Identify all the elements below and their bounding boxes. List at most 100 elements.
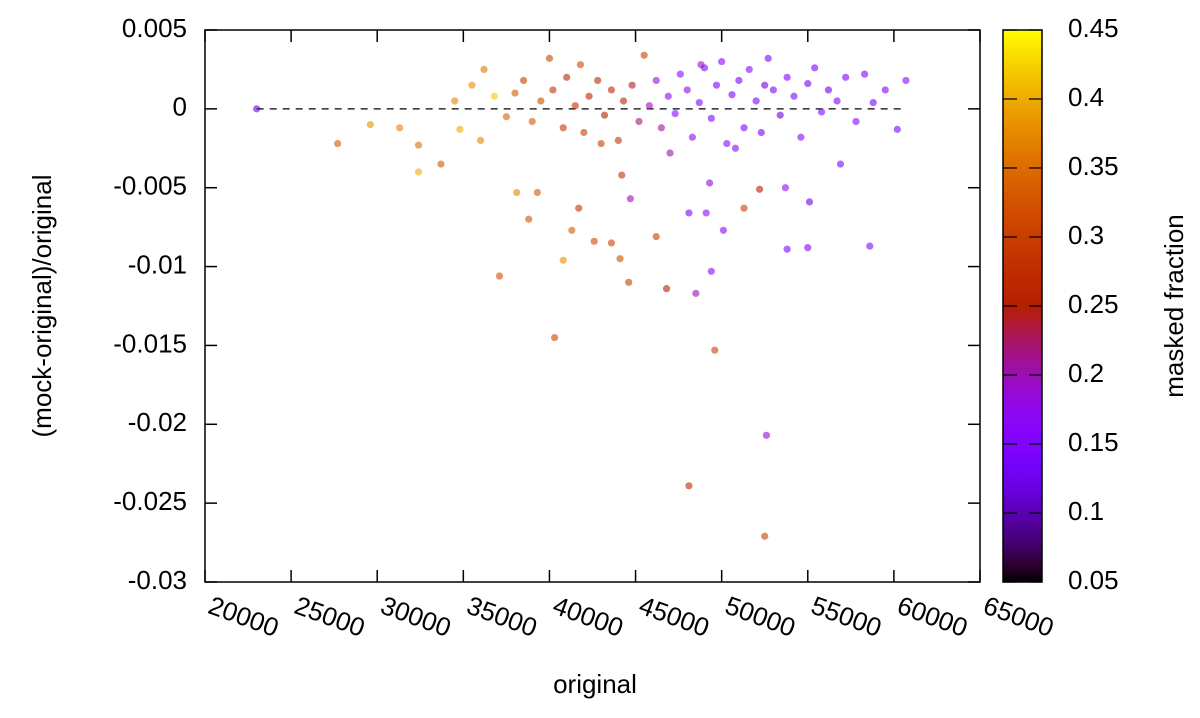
point	[688, 133, 696, 141]
point	[745, 65, 753, 74]
point	[625, 278, 633, 286]
point	[881, 86, 889, 94]
x-tick-label: 65000	[980, 590, 1058, 643]
point	[731, 144, 740, 152]
point	[559, 124, 567, 132]
point	[533, 188, 541, 197]
point	[334, 139, 342, 148]
point	[740, 124, 748, 132]
point	[723, 139, 731, 148]
colorbar-tick-label: 0.2	[1068, 358, 1104, 388]
point	[528, 117, 536, 126]
point	[626, 195, 634, 203]
point	[676, 70, 684, 78]
point	[590, 237, 598, 245]
point	[414, 168, 423, 176]
point	[628, 81, 636, 89]
point	[776, 111, 784, 119]
y-tick-label: -0.025	[113, 486, 187, 516]
point	[712, 81, 721, 89]
point	[769, 86, 777, 94]
x-tick-label: 60000	[893, 590, 971, 643]
point	[817, 108, 826, 116]
point	[657, 124, 665, 132]
y-tick-label: -0.015	[113, 328, 187, 358]
colorbar-tick-label: 0.1	[1068, 496, 1104, 526]
point	[580, 128, 588, 137]
y-tick-label: 0.005	[122, 13, 187, 43]
point	[852, 117, 860, 126]
point	[761, 532, 769, 540]
colorbar-label: masked fraction	[1159, 214, 1189, 398]
point	[551, 333, 559, 342]
point	[711, 346, 719, 354]
point	[576, 61, 585, 69]
x-tick-label: 35000	[463, 590, 541, 643]
point	[597, 139, 605, 148]
point	[511, 89, 519, 97]
point	[752, 97, 760, 105]
colorbar-tick-label: 0.4	[1068, 82, 1104, 112]
point	[707, 114, 715, 122]
point	[575, 204, 583, 212]
colorbar-tick-label: 0.3	[1068, 220, 1104, 250]
point	[396, 124, 404, 132]
point	[685, 482, 693, 490]
point	[525, 215, 533, 223]
point	[683, 86, 691, 94]
point	[869, 98, 877, 107]
point	[607, 86, 616, 94]
point	[549, 86, 557, 94]
point	[559, 256, 567, 264]
point	[804, 244, 812, 252]
point	[781, 184, 789, 192]
point	[664, 92, 672, 100]
x-tick-label: 50000	[721, 590, 799, 643]
point	[571, 102, 579, 110]
point	[537, 97, 545, 105]
point	[600, 111, 609, 119]
point	[645, 102, 653, 110]
point	[437, 160, 445, 168]
point	[614, 136, 622, 144]
point	[563, 73, 571, 81]
point	[695, 98, 703, 107]
point	[451, 97, 459, 105]
y-tick-label: 0	[173, 92, 187, 122]
point	[824, 86, 833, 94]
point	[757, 128, 765, 137]
point	[783, 73, 791, 81]
point	[545, 54, 554, 62]
point	[833, 97, 841, 105]
x-tick-label: 55000	[807, 590, 885, 643]
point	[480, 65, 488, 74]
point	[414, 141, 423, 149]
point	[618, 171, 626, 179]
point	[797, 133, 805, 141]
point	[490, 92, 498, 100]
x-tick-label: 45000	[635, 590, 713, 643]
point	[666, 149, 674, 157]
point	[902, 76, 910, 85]
point	[594, 76, 602, 85]
point	[893, 125, 901, 133]
point	[755, 185, 764, 193]
point	[662, 285, 671, 293]
y-axis-label: (mock-original)/original	[27, 175, 57, 438]
point	[495, 272, 504, 280]
point	[616, 255, 624, 263]
point	[790, 92, 798, 100]
colorbar-tick-label: 0.45	[1068, 13, 1119, 43]
point	[805, 198, 814, 206]
point	[652, 233, 660, 241]
point	[719, 226, 727, 234]
point	[585, 92, 593, 100]
point	[568, 226, 576, 234]
point	[253, 105, 261, 113]
x-tick-label: 40000	[549, 590, 627, 643]
colorbar-tick-label: 0.05	[1068, 565, 1119, 595]
y-tick-label: -0.02	[128, 407, 187, 437]
point	[652, 76, 660, 85]
point	[692, 289, 700, 297]
